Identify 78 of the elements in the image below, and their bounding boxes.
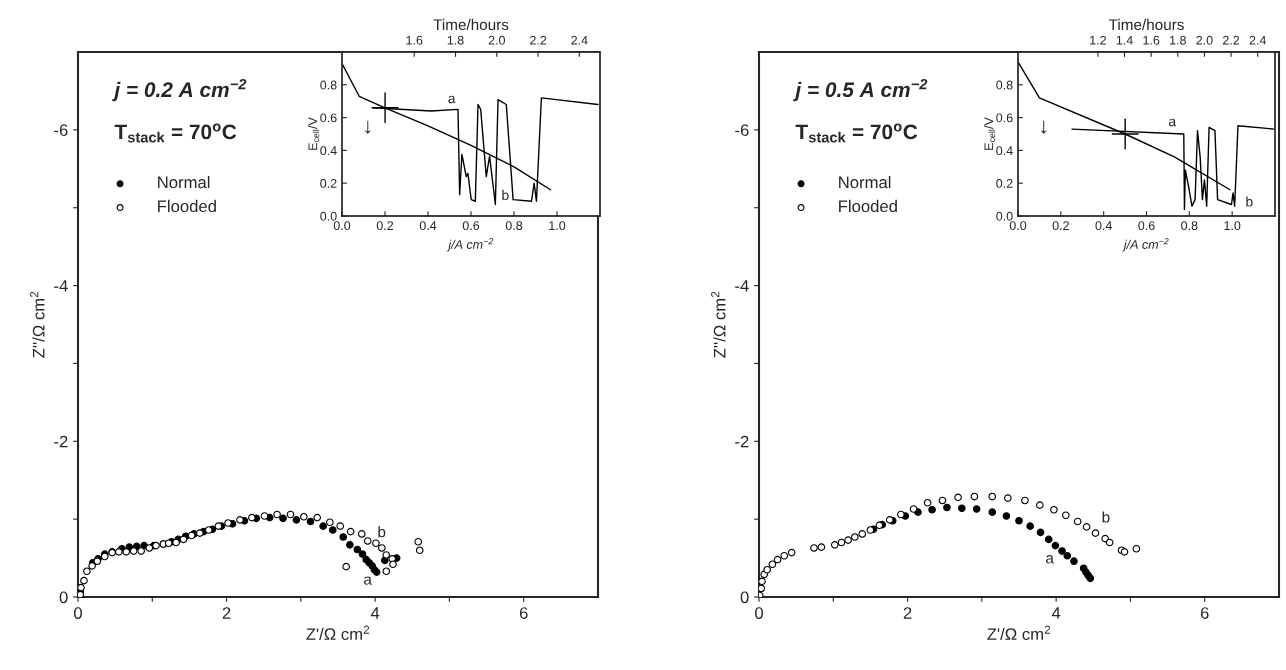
- y-tick-label: 0: [740, 591, 749, 604]
- x-tick-label: 0.2: [376, 221, 394, 231]
- legend-label: Flooded: [158, 199, 216, 213]
- x2-tick-label: 1.6: [1143, 35, 1160, 45]
- x-axis-title: Z'/Ω cm$^{2}$: [987, 625, 1051, 641]
- y-tick-label: -6: [735, 124, 749, 137]
- x2-axis-title: Time/hours: [1108, 18, 1184, 31]
- x2-tick-label: 2.2: [530, 35, 547, 45]
- x-tick-label: 0: [755, 607, 763, 619]
- x2-tick-label: 1.8: [1170, 35, 1186, 45]
- annotation: ↓: [365, 120, 371, 134]
- x-axis-title: j/A cm$^{−2}$: [1122, 238, 1169, 252]
- annotation: a: [1168, 118, 1177, 127]
- x-tick-label: 0.8: [505, 221, 523, 231]
- y-tick-label: -4: [54, 280, 68, 292]
- x2-tick-label: 1.6: [406, 35, 423, 45]
- legend-label: Normal: [839, 176, 891, 189]
- y-tick-label: 0.4: [320, 146, 337, 156]
- annotation: a: [1046, 555, 1054, 564]
- x-tick-label: 0.4: [419, 221, 437, 231]
- legend-label: Flooded: [839, 199, 897, 213]
- x-tick-label: 4: [1051, 607, 1061, 619]
- x2-tick-label: 2.4: [571, 35, 588, 45]
- annotation: T$_{stack}$ = 70$^{o}$C: [114, 123, 237, 143]
- legend-label: Normal: [158, 176, 210, 189]
- annotation: j = 0.5 A cm$^{−2}$: [793, 79, 928, 102]
- y-axis-title: Z''/Ω cm$^{2}$: [711, 291, 726, 358]
- x2-axis-title: Time/hours: [433, 18, 509, 31]
- x2-tick-label: 2.2: [1223, 35, 1240, 45]
- y-axis-title: E$_{cell}$/V: [308, 117, 320, 150]
- x-tick-label: 0.6: [462, 221, 480, 231]
- annotation: a: [364, 576, 372, 585]
- x-tick-label: 0.8: [1181, 221, 1198, 231]
- annotation: T$_{stack}$ = 70$^{o}$C: [795, 123, 918, 143]
- y-tick-label: 0.4: [996, 146, 1013, 156]
- x2-tick-label: 2.0: [1196, 35, 1213, 45]
- y-axis-title: E$_{cell}$/V: [984, 117, 996, 150]
- x-tick-label: 0.4: [1095, 221, 1112, 231]
- y-axis-title: Z''/Ω cm$^{2}$: [30, 291, 45, 358]
- y-tick-label: 0.6: [996, 113, 1013, 123]
- x2-tick-label: 2.0: [488, 35, 505, 45]
- x-tick-label: 0: [74, 607, 82, 619]
- x2-tick-label: 2.4: [1249, 35, 1267, 45]
- y-tick-label: 0.8: [320, 80, 337, 90]
- x-tick-label: 0.0: [333, 221, 351, 231]
- x2-tick-label: 1.8: [447, 35, 464, 45]
- y-tick-label: -2: [735, 435, 749, 448]
- x-axis-title: j/A cm$^{−2}$: [446, 238, 494, 252]
- y-tick-label: 0.6: [320, 113, 337, 123]
- y-tick-label: -4: [735, 280, 749, 292]
- x-tick-label: 2: [222, 607, 231, 619]
- x-tick-label: 6: [519, 607, 528, 619]
- x-tick-label: 2: [903, 607, 912, 619]
- x2-tick-label: 1.4: [1116, 35, 1133, 45]
- annotation: j = 0.2 A cm$^{−2}$: [112, 79, 247, 102]
- y-tick-label: 0.0: [996, 211, 1013, 221]
- y-tick-label: 0.2: [320, 179, 337, 188]
- annotation: b: [1102, 511, 1110, 523]
- x-tick-label: 4: [370, 607, 380, 619]
- x-tick-label: 0.6: [1138, 221, 1155, 231]
- x-tick-label: 1.0: [1224, 221, 1241, 231]
- y-tick-label: -6: [54, 124, 68, 137]
- annotation: a: [448, 95, 456, 104]
- x-tick-label: 0.2: [1052, 221, 1069, 231]
- y-tick-label: 0.2: [996, 179, 1013, 188]
- x-axis-title: Z'/Ω cm$^{2}$: [306, 625, 370, 641]
- annotation: b: [378, 526, 386, 538]
- x-tick-label: 6: [1200, 607, 1209, 619]
- annotation: b: [1246, 196, 1253, 207]
- y-tick-label: 0: [59, 591, 68, 604]
- y-tick-label: 0.8: [996, 80, 1013, 90]
- annotation: ↓: [1041, 120, 1047, 134]
- annotation: b: [502, 189, 509, 201]
- x-tick-label: 0.0: [1009, 221, 1027, 231]
- x-tick-label: 1.0: [549, 221, 566, 231]
- x2-tick-label: 1.2: [1090, 35, 1106, 45]
- y-tick-label: 0.0: [320, 211, 337, 221]
- y-tick-label: -2: [54, 435, 68, 448]
